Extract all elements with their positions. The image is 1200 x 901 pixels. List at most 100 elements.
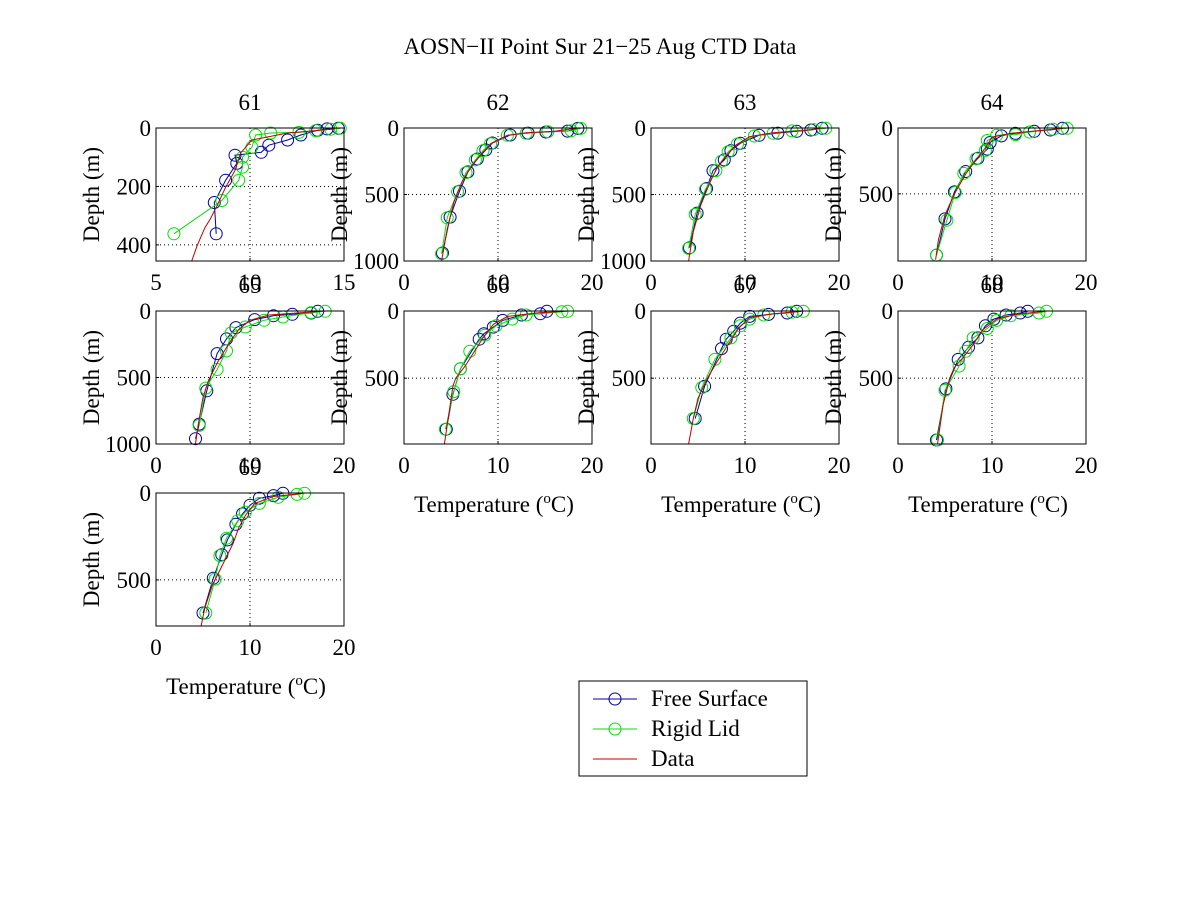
- x-axis-label-text: Temperature (: [908, 492, 1037, 517]
- x-axis-label-text: Temperature (: [414, 492, 543, 517]
- series-line: [444, 310, 568, 430]
- x-tick-label: 0: [150, 635, 162, 660]
- data-point: [505, 312, 519, 326]
- x-axis-label-unit: C): [303, 674, 326, 699]
- data-point: [990, 313, 1004, 327]
- legend-label-free-surface: Free Surface: [651, 686, 768, 711]
- x-tick-label: 20: [581, 270, 604, 295]
- series-line: [441, 127, 576, 262]
- data-point: [686, 412, 700, 425]
- x-axis-label-degree: o: [1037, 491, 1045, 507]
- series-line: [200, 493, 302, 627]
- data-point: [281, 133, 295, 147]
- subplot-title: 67: [734, 273, 757, 298]
- data-point: [459, 166, 473, 180]
- data-point: [252, 496, 266, 510]
- data-point: [731, 137, 744, 151]
- data-point: [199, 606, 213, 620]
- subplot-title: 63: [734, 90, 757, 115]
- y-axis-label: Depth (m): [79, 147, 104, 242]
- axes-background: [898, 128, 1086, 261]
- data-point: [213, 549, 227, 563]
- data-point: [228, 148, 242, 162]
- legend-marker-rigid-lid: [608, 722, 622, 736]
- legend: Free Surface Rigid Lid Data: [578, 680, 808, 777]
- data-point: [743, 312, 757, 326]
- x-tick-label: 20: [333, 453, 356, 478]
- x-axis-label-degree: o: [543, 491, 551, 507]
- legend-entry-data: Data: [593, 746, 694, 771]
- y-tick-label: 1000: [600, 249, 646, 274]
- data-point: [264, 126, 278, 140]
- legend-label-data: Data: [651, 746, 694, 771]
- axes-background: [156, 128, 344, 261]
- subplot-title: 64: [981, 90, 1005, 115]
- y-axis-label: Depth (m): [821, 147, 846, 242]
- subplot-65: 0 10 20 0 500 1000 65 Depth (m): [79, 273, 356, 478]
- subplot-title: 61: [239, 90, 262, 115]
- data-point: [440, 211, 454, 225]
- y-axis-label: Depth (m): [327, 330, 352, 425]
- series-line: [195, 310, 321, 445]
- data-point: [747, 129, 761, 143]
- data-point: [252, 491, 266, 505]
- data-point: [463, 344, 477, 358]
- subplot-title: 66: [487, 273, 510, 298]
- data-point: [727, 324, 741, 338]
- data-point: [1009, 128, 1022, 142]
- data-point: [476, 144, 490, 158]
- y-tick-label: 0: [882, 299, 894, 324]
- x-tick-label: 0: [645, 270, 657, 295]
- subplot-68: 0 10 20 0 500 68 Depth (m) Temperature (oC): [821, 273, 1098, 517]
- x-tick-label: 20: [1075, 453, 1098, 478]
- data-point: [700, 182, 713, 195]
- x-tick-label: 0: [892, 453, 904, 478]
- subplot-title: 69: [239, 455, 262, 480]
- data-point: [948, 186, 962, 199]
- series-data: [688, 310, 802, 445]
- data-point: [940, 213, 954, 227]
- x-tick-label: 0: [398, 270, 410, 295]
- y-tick-label: 0: [140, 299, 152, 324]
- x-tick-label: 20: [828, 270, 851, 295]
- subplot-66: 0 10 20 0 500 66 Depth (m) Temperature (oC): [327, 273, 604, 517]
- y-axis-label: Depth (m): [821, 330, 846, 425]
- x-axis-label: Temperature (oC): [908, 491, 1068, 517]
- data-point: [688, 207, 702, 221]
- axes-background: [898, 311, 1086, 444]
- x-tick-label: 0: [892, 270, 904, 295]
- data-point: [971, 331, 985, 345]
- subplot-64: 0 10 20 0 500 64 Depth (m): [821, 90, 1098, 295]
- y-tick-label: 500: [859, 366, 894, 391]
- data-point: [209, 227, 223, 241]
- series-line: [443, 310, 564, 445]
- data-point: [721, 145, 735, 159]
- y-tick-label: 0: [388, 116, 400, 141]
- series-data: [195, 310, 321, 445]
- data-point: [453, 362, 467, 376]
- series-line: [191, 128, 335, 262]
- y-tick-label: 0: [635, 299, 647, 324]
- data-point: [489, 319, 503, 333]
- data-point: [959, 344, 973, 358]
- data-point: [224, 326, 238, 340]
- x-tick-label: 0: [150, 453, 162, 478]
- data-point: [248, 313, 262, 327]
- series-data: [191, 128, 335, 262]
- subplot-67: 0 10 20 0 500 67 Depth (m) Temperature (oC): [574, 273, 851, 517]
- subplot-62: 0 10 20 0 500 1000 62 Depth (m): [327, 90, 604, 295]
- data-point: [564, 124, 578, 138]
- data-point: [451, 185, 465, 199]
- subplot-63: 0 10 20 0 500 1000 63 Depth (m): [574, 90, 851, 295]
- data-point: [220, 533, 234, 547]
- data-point: [207, 196, 221, 209]
- data-point: [757, 308, 771, 322]
- x-axis-label-degree: o: [790, 491, 798, 507]
- legend-label-rigid-lid: Rigid Lid: [651, 716, 740, 741]
- x-axis-label: Temperature (oC): [166, 673, 326, 699]
- data-point: [324, 122, 338, 136]
- x-axis-label: Temperature (oC): [414, 491, 574, 517]
- data-point: [951, 352, 965, 366]
- data-point: [309, 124, 323, 138]
